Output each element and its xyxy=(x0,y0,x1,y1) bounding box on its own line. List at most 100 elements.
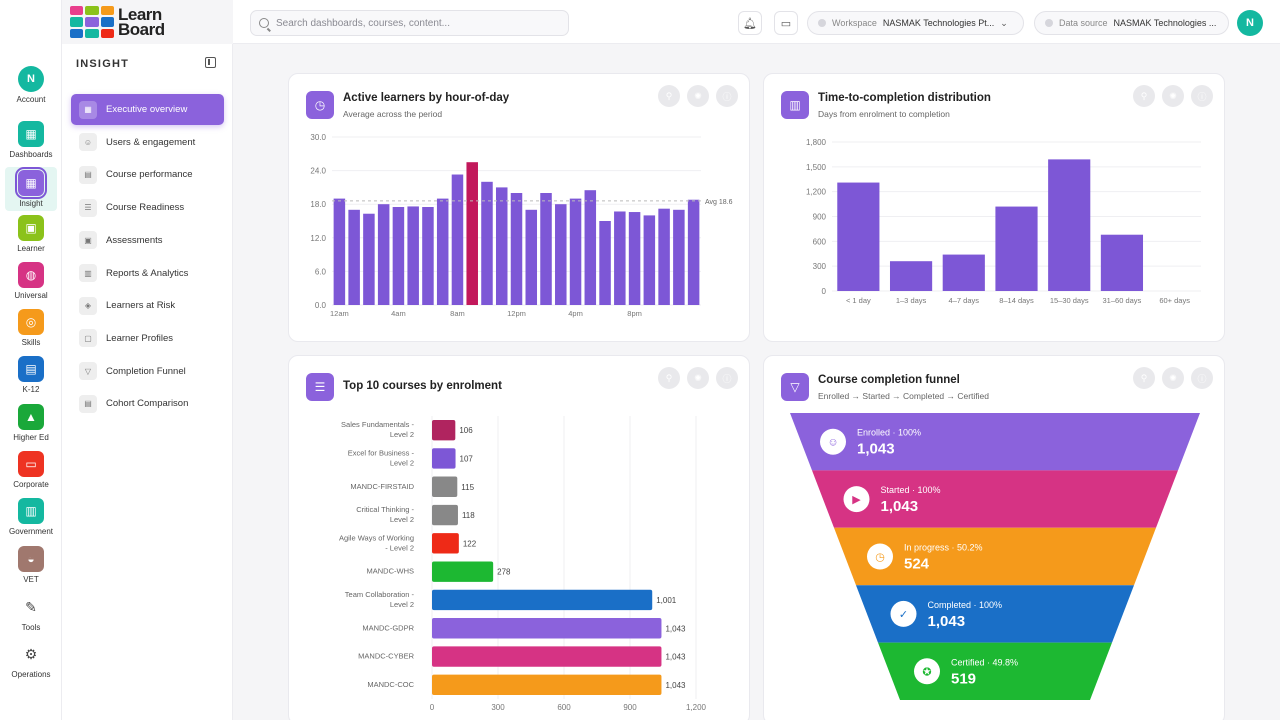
rail-item-skills[interactable]: ◎ Skills xyxy=(0,309,62,347)
rail-item-higher-ed[interactable]: ▲ Higher Ed xyxy=(0,404,62,442)
bar xyxy=(525,209,538,305)
bar xyxy=(599,221,611,305)
sidebar-item-label: Reports & Analytics xyxy=(106,267,189,279)
rail-item-tools[interactable]: ✎ Tools xyxy=(0,594,62,632)
rail-item-government[interactable]: ▥ Government xyxy=(0,498,62,536)
bar-value-label: 1,043 xyxy=(665,624,686,633)
stage-label: Started · 100% xyxy=(881,485,941,495)
info-icon[interactable]: ⓘ xyxy=(716,367,738,389)
sidebar-item-label: Course performance xyxy=(106,169,193,181)
sparkle-icon[interactable]: ✺ xyxy=(1162,367,1184,389)
display-button[interactable]: ▭ xyxy=(774,11,798,35)
sidebar-item-icon: ▤ xyxy=(79,165,97,184)
bar xyxy=(569,198,582,305)
sidebar-item-learner-profiles[interactable]: ▢ Learner Profiles xyxy=(71,323,224,354)
search-placeholder: Search dashboards, courses, content... xyxy=(276,17,450,29)
list-check-icon: ☰ xyxy=(306,373,334,401)
bell-icon: 🔔︎ xyxy=(743,17,757,30)
y-tick-label: 600 xyxy=(813,237,827,246)
sidebar-item-completion-funnel[interactable]: ▽ Completion Funnel xyxy=(71,356,224,387)
bar xyxy=(837,182,880,291)
user-avatar[interactable]: N xyxy=(1237,10,1263,36)
graduation-cap-icon: ▲ xyxy=(18,404,44,430)
datasource-select[interactable]: Data source NASMAK Technologies ... xyxy=(1034,11,1229,35)
bar-value-label: 122 xyxy=(463,539,477,548)
sidebar-item-icon: ▥ xyxy=(79,264,97,282)
y-tick-label: 24.0 xyxy=(310,167,326,176)
rail-item-label: Dashboards xyxy=(9,150,53,159)
x-tick-label: 12pm xyxy=(507,309,526,318)
card-subtitle: Days from enrolment to completion xyxy=(818,109,950,119)
sidebar-item-users-engagement[interactable]: ☺ Users & engagement xyxy=(71,127,224,158)
stage-value: 1,043 xyxy=(928,613,966,630)
bar xyxy=(614,211,626,305)
search-input[interactable]: Search dashboards, courses, content... xyxy=(250,10,569,36)
app-logo[interactable]: Learn Board xyxy=(70,6,165,38)
sidebar-item-learners-at-risk[interactable]: ◈ Learners at Risk xyxy=(71,290,224,321)
sidebar-item-label: Executive overview xyxy=(106,104,188,115)
workspace-select[interactable]: Workspace NASMAK Technologies Pt... ⌄ xyxy=(807,11,1024,35)
datasource-label: Data source xyxy=(1059,18,1108,28)
category-label: Level 2 xyxy=(390,600,414,609)
funnel-stage-certified xyxy=(878,642,1112,700)
pin-icon[interactable]: ⚲ xyxy=(658,85,680,107)
rail-item-account[interactable]: N Account xyxy=(0,66,62,104)
sparkle-icon[interactable]: ✺ xyxy=(1162,85,1184,107)
bar xyxy=(333,198,346,305)
category-label: MANDC-GDPR xyxy=(362,623,414,632)
rail-item-vet[interactable]: ◒ VET xyxy=(0,546,62,584)
rail-item-k-12[interactable]: ▤ K-12 xyxy=(0,356,62,394)
sparkle-icon[interactable]: ✺ xyxy=(687,367,709,389)
sidebar-item-assessments[interactable]: ▣ Assessments xyxy=(71,225,224,256)
card-subtitle: Enrolled → Started → Completed → Certifi… xyxy=(818,391,990,401)
rail-item-label: Universal xyxy=(14,291,48,300)
rail-item-insight[interactable]: ▦ Insight xyxy=(5,167,57,211)
sidebar-item-cohort-comparison[interactable]: ▤ Cohort Comparison xyxy=(71,388,224,419)
sidebar-item-reports-analytics[interactable]: ▥ Reports & Analytics xyxy=(71,258,224,289)
info-icon[interactable]: ⓘ xyxy=(716,85,738,107)
category-label: Agile Ways of Working xyxy=(339,533,414,542)
collapse-sidebar-icon[interactable] xyxy=(205,57,216,68)
pin-icon[interactable]: ⚲ xyxy=(1133,85,1155,107)
x-tick-label: 8am xyxy=(450,309,465,318)
x-tick-label: 12am xyxy=(330,309,349,318)
stage-icon-glyph: ☺ xyxy=(827,437,838,449)
pin-icon[interactable]: ⚲ xyxy=(658,367,680,389)
bar xyxy=(628,212,641,305)
x-tick-label: 300 xyxy=(491,703,505,712)
sidebar-item-label: Cohort Comparison xyxy=(106,398,189,410)
info-icon[interactable]: ⓘ xyxy=(1191,85,1213,107)
wrench-icon: ✎ xyxy=(18,594,44,620)
hourly-bar-chart: 0.0 6.0 12.0 18.0 24.0 30.0 Avg 18.6 12am 4am 8am… xyxy=(310,133,732,318)
funnel-stage-completed xyxy=(856,585,1134,643)
play-icon xyxy=(843,486,870,513)
bar xyxy=(407,206,419,305)
filter-icon: ▽ xyxy=(781,373,809,401)
rail-item-universal[interactable]: ◍ Universal xyxy=(0,262,62,300)
card-title: Active learners by hour-of-day xyxy=(343,92,510,104)
funnel-stage-enrolled xyxy=(790,413,1200,471)
notifications-button[interactable]: 🔔︎ xyxy=(738,11,762,35)
sidebar-item-icon: ◈ xyxy=(79,296,97,315)
rail-item-dashboards[interactable]: ▦ Dashboards xyxy=(0,121,62,159)
sidebar-item-icon: ▽ xyxy=(79,362,97,381)
sidebar-item-course-readiness[interactable]: ☰ Course Readiness xyxy=(71,192,224,223)
account-avatar-icon: N xyxy=(18,66,44,92)
sidebar-item-course-performance[interactable]: ▤ Course performance xyxy=(71,159,224,190)
government-building-icon: ▥ xyxy=(18,498,44,524)
bar xyxy=(436,198,449,305)
chevron-down-icon: ⌄ xyxy=(1000,17,1008,28)
rail-item-corporate[interactable]: ▭ Corporate xyxy=(0,451,62,489)
y-tick-label: 6.0 xyxy=(315,267,327,276)
sparkle-icon[interactable]: ✺ xyxy=(687,85,709,107)
bar xyxy=(942,254,985,291)
rail-item-learner[interactable]: ▣ Learner xyxy=(0,215,62,253)
pin-icon[interactable]: ⚲ xyxy=(1133,367,1155,389)
bar-value-label: 115 xyxy=(461,483,474,492)
info-icon[interactable]: ⓘ xyxy=(1191,367,1213,389)
x-tick-label: 8–14 days xyxy=(999,296,1034,305)
rail-item-operations[interactable]: ⚙ Operations xyxy=(0,641,62,679)
sidebar-item-executive-overview[interactable]: ▦ Executive overview xyxy=(71,94,224,125)
bar xyxy=(451,174,464,305)
category-label: Sales Fundamentals - xyxy=(341,420,414,429)
